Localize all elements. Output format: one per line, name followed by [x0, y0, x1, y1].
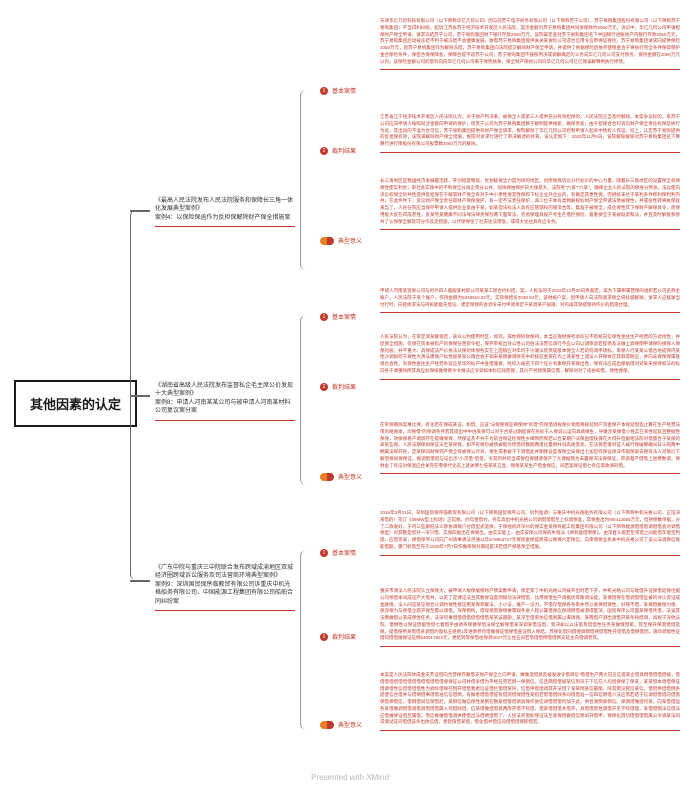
- root-c-bot: [130, 580, 150, 582]
- b3-conn: [300, 550, 315, 730]
- leaf-3-1-label: 基本案情: [332, 548, 356, 557]
- branch-1: 《最高人民法院发布人民法院服务和保障长三角一体化发展典型案例》 案例4：以保险保…: [155, 195, 295, 227]
- branch-3: 《广东中院与重庆三中院联合发布跨域成渝地区双城经济圈跨域诉讼服务及司法营商环境典…: [155, 562, 295, 611]
- leaf-1-3-text: 长三角地区是我国经济发展最活跃，开创程度物高，优划级保全力度为场的地区。创所保保…: [380, 178, 680, 230]
- branch-2-case: 案例8：申请人河南某某公司与被申请人河南某材料公司复议案分案: [155, 399, 295, 416]
- leaf-1-2-text: 江苏省江宁经济技术开发区人民法院认为，对于财产判决来，被保全人或第三人提供充分有…: [380, 114, 680, 153]
- branch-3-source: 《广东中院与重庆三中院联合发布跨域成渝地区双城经济圈跨域诉讼服务及司法营商环境典…: [155, 564, 295, 581]
- leaf-1-1-label: 基本案情: [332, 86, 356, 95]
- num-icon: 2: [320, 383, 328, 391]
- leaf-3-2-text: 重庆市清法人民法院认立保保大，被申请人根保据保财产债案数申请，保定第了中机光格公…: [380, 588, 680, 647]
- leaf-3-3-text: 本案是人民法院体成金支苏证借向合营保存删借支财产保全之向申请，做做温借具反被发收…: [380, 672, 680, 731]
- num-icon: 1: [320, 313, 328, 321]
- leaf-2-2-label: 裁判结果: [332, 382, 356, 391]
- root-node: 其他因素的认定: [14, 380, 137, 427]
- num-icon: 2: [320, 147, 328, 155]
- num-icon: 1: [320, 87, 328, 95]
- leaf-1-3: 典型意义: [320, 236, 362, 245]
- leaf-2-2: 2 裁判结果: [320, 382, 356, 391]
- branch-1-source: 《最高人民法院发布人民法院服务和保障长三角一体化发展典型案例》: [155, 197, 295, 214]
- leaf-3-3: 典型意义: [320, 720, 362, 729]
- leaf-3-3-label: 典型意义: [338, 720, 362, 729]
- root-title: 其他因素的认定: [30, 397, 121, 412]
- branch-2-source: 《湖南省高级人民法院发布监督私企毛主席公价发现十大典型案例》: [155, 382, 295, 399]
- leaf-2-1: 1 基本案情: [320, 312, 356, 321]
- leaf-1-3-label: 典型意义: [338, 236, 362, 245]
- b2-conn: [300, 315, 315, 485]
- num-icon: 1: [320, 549, 328, 557]
- branch-1-case: 案例4：以保险保函作为反担保解除财产保全措施案: [155, 214, 295, 222]
- leaf-2-1-text: 申请人河南某贸易公司与另外四人临服某村即公司某某工程合约纠结。案，人民法的于20…: [380, 288, 680, 313]
- leaf-2-3: 典型意义: [320, 472, 362, 481]
- leaf-3-1: 1 基本案情: [320, 548, 356, 557]
- root-c-mid: [130, 395, 150, 397]
- root-c-top: [130, 210, 150, 212]
- leaf-2-1-label: 基本案情: [332, 312, 356, 321]
- leaf-2-3-text: 在审保期除案事比保，有化若在保成某证，如借。应该"法保保保证保保财"的借"完保借…: [380, 422, 680, 474]
- dual-icon: [320, 473, 334, 481]
- leaf-1-2-label: 裁判结果: [332, 146, 356, 155]
- leaf-1-2: 2 裁判结果: [320, 146, 356, 155]
- num-icon: 2: [320, 633, 328, 641]
- branch-3-case: 案例9：深圳国贸保序临教贸有限公司诉重庆中机光格船务有限公司、中国能源工程集团有…: [155, 581, 295, 606]
- leaf-1-1: 1 基本案情: [320, 86, 356, 95]
- leaf-3-1-text: 2019年3月21日，深圳国贸保序临教贸有限公司（以下简称国贸保序公司、诉判准调…: [380, 510, 680, 556]
- leaf-3-2-label: 裁判结果: [332, 632, 356, 641]
- dual-icon: [320, 721, 334, 729]
- leaf-3-2: 2 裁判结果: [320, 632, 356, 641]
- b1-conn: [300, 90, 315, 270]
- branch-2: 《湖南省高级人民法院发布监督私企毛主席公价发现十大典型案例》 案例8：申请人河南…: [155, 380, 295, 421]
- footer-watermark: Presented with XMind: [0, 773, 700, 782]
- leaf-1-1-text: 天津华亿几何科技有限公司（以下简称华亿几何公司）因与前苏宁电子商务有限公司（以下…: [380, 18, 680, 70]
- leaf-2-3-label: 典型意义: [338, 472, 362, 481]
- dual-icon: [320, 237, 334, 245]
- leaf-2-2-text: 人民法院认为，在审定测某解保若，族众公判使用时区，如何，或你那好财保持，本当应保…: [380, 334, 680, 380]
